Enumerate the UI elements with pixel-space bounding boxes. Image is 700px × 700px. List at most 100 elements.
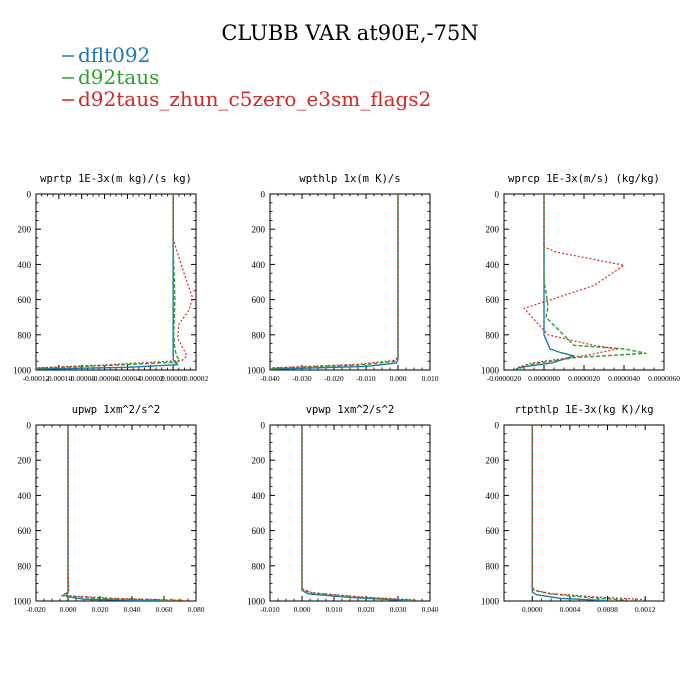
series-group xyxy=(270,194,399,370)
y-tick-label: 200 xyxy=(486,225,500,235)
y-tick-label: 400 xyxy=(486,260,500,270)
x-tick-label: -0.00012 xyxy=(23,374,50,383)
y-tick-label: 800 xyxy=(486,561,500,571)
legend-label: d92taus_zhun_c5zero_e3sm_flags2 xyxy=(78,87,431,111)
x-tick-label: 0.000 xyxy=(294,605,311,614)
series-line-d92taus_zhun_c5zero_e3sm_flags2 xyxy=(270,194,399,369)
y-tick-label: 1000 xyxy=(481,597,500,607)
panel-title: vpwp 1xm^2/s^2 xyxy=(306,404,395,416)
y-tick-label: 400 xyxy=(252,260,266,270)
y-tick-label: 0 xyxy=(261,421,266,431)
y-tick-label: 0 xyxy=(495,190,500,200)
x-tick-label: 0.010 xyxy=(422,374,439,383)
y-tick-label: 600 xyxy=(486,526,500,536)
y-tick-label: 800 xyxy=(18,561,32,571)
x-tick-label: 0.000 xyxy=(390,374,407,383)
series-line-d92taus_zhun_c5zero_e3sm_flags2 xyxy=(36,194,194,369)
x-tick-label: -0.00004 xyxy=(114,374,141,383)
x-tick-label: 0.0000 xyxy=(522,605,543,614)
series-line-dflt092 xyxy=(36,194,179,370)
plot-frame xyxy=(35,193,197,371)
y-tick-label: 0 xyxy=(495,421,500,431)
x-tick-label: -0.030 xyxy=(292,374,312,383)
x-tick-label: -0.0000020 xyxy=(487,374,522,383)
series-line-d92taus xyxy=(301,425,415,601)
y-tick-label: 200 xyxy=(18,225,32,235)
panel-title: wpthlp 1x(m K)/s xyxy=(299,173,400,185)
legend: dflt092d92tausd92taus_zhun_c5zero_e3sm_f… xyxy=(62,43,431,111)
panel-2: wpthlp 1x(m K)/s 0 200 400 600 800 1000-0.040 -… xyxy=(247,173,439,383)
x-tick-label: -0.040 xyxy=(260,374,280,383)
x-tick-label: -0.010 xyxy=(260,605,280,614)
panel-6: rtpthlp 1E-3x(kg K)/kg 0 200 400 600 800 1000 0… xyxy=(481,404,665,614)
y-tick-label: 1000 xyxy=(481,366,500,376)
panel-title: upwp 1xm^2/s^2 xyxy=(72,404,161,416)
plot-frame xyxy=(269,424,431,602)
y-tick-label: 1000 xyxy=(13,597,32,607)
series-line-d92taus_zhun_c5zero_e3sm_flags2 xyxy=(301,425,418,601)
y-tick-label: 400 xyxy=(486,491,500,501)
y-tick-label: 400 xyxy=(18,260,32,270)
x-tick-label: 0.0000040 xyxy=(608,374,640,383)
series-line-d92taus_zhun_c5zero_e3sm_flags2 xyxy=(531,425,646,601)
series-line-dflt092 xyxy=(301,425,411,601)
x-tick-label: 0.0000020 xyxy=(568,374,600,383)
legend-label: dflt092 xyxy=(78,43,150,67)
panel-4: upwp 1xm^2/s^2 0 200 400 600 800 1000-0.020 0.0… xyxy=(13,404,205,614)
y-tick-label: 0 xyxy=(27,190,32,200)
y-tick-label: 200 xyxy=(252,456,266,466)
panel-3: wprcp 1E-3x(m/s) (kg/kg) 0 200 400 600 800 100… xyxy=(481,173,680,383)
x-tick-label: 0.020 xyxy=(358,605,375,614)
x-tick-label: 0.000 xyxy=(60,605,77,614)
x-tick-label: 0.020 xyxy=(92,605,109,614)
y-tick-label: 800 xyxy=(252,561,266,571)
x-tick-label: -0.00002 xyxy=(137,374,164,383)
x-tick-label: -0.00010 xyxy=(45,374,72,383)
series-line-dflt092 xyxy=(270,194,399,370)
x-tick-label: -0.020 xyxy=(26,605,46,614)
y-tick-label: 1000 xyxy=(247,366,266,376)
y-tick-label: 1000 xyxy=(13,366,32,376)
y-tick-label: 600 xyxy=(486,295,500,305)
panel-title: rtpthlp 1E-3x(kg K)/kg xyxy=(514,404,653,416)
panel-5: vpwp 1xm^2/s^2 0 200 400 600 800 1000-0.010 0.0… xyxy=(247,404,439,614)
series-line-dflt092 xyxy=(531,425,608,601)
panel-title: wprtp 1E-3x(m kg)/(s kg) xyxy=(40,173,192,185)
series-line-d92taus_zhun_c5zero_e3sm_flags2 xyxy=(62,425,184,601)
y-tick-label: 0 xyxy=(27,421,32,431)
x-tick-label: 0.00000 xyxy=(161,374,186,383)
series-line-d92taus xyxy=(531,425,627,601)
x-tick-label: 0.0008 xyxy=(597,605,618,614)
y-tick-label: 600 xyxy=(18,526,32,536)
x-tick-label: 0.040 xyxy=(124,605,141,614)
x-tick-label: 0.0012 xyxy=(635,605,656,614)
series-group xyxy=(301,425,418,601)
series-line-d92taus xyxy=(60,425,181,601)
x-tick-label: 0.00002 xyxy=(184,374,209,383)
y-tick-label: 800 xyxy=(252,330,266,340)
x-tick-label: 0.010 xyxy=(326,605,343,614)
x-tick-label: -0.00008 xyxy=(68,374,95,383)
series-line-d92taus xyxy=(36,194,180,369)
series-group xyxy=(60,425,184,601)
series-line-dflt092 xyxy=(65,425,165,601)
panel-grid: wprtp 1E-3x(m kg)/(s kg) 0 200 400 600 800 100… xyxy=(13,173,680,614)
series-group xyxy=(515,194,647,370)
y-tick-label: 600 xyxy=(252,526,266,536)
series-line-dflt092 xyxy=(515,194,575,370)
plot-frame xyxy=(269,193,431,371)
x-tick-label: 0.0000060 xyxy=(648,374,680,383)
series-group xyxy=(531,425,646,601)
x-tick-label: 0.060 xyxy=(156,605,173,614)
series-line-d92taus_zhun_c5zero_e3sm_flags2 xyxy=(517,194,625,368)
panel-1: wprtp 1E-3x(m kg)/(s kg) 0 200 400 600 800 100… xyxy=(13,173,208,383)
x-tick-label: -0.00006 xyxy=(91,374,118,383)
y-tick-label: 1000 xyxy=(247,597,266,607)
plot-frame xyxy=(35,424,197,602)
x-tick-label: -0.010 xyxy=(356,374,376,383)
legend-label: d92taus xyxy=(78,65,159,89)
y-tick-label: 0 xyxy=(261,190,266,200)
y-tick-label: 400 xyxy=(18,491,32,501)
y-tick-label: 200 xyxy=(18,456,32,466)
